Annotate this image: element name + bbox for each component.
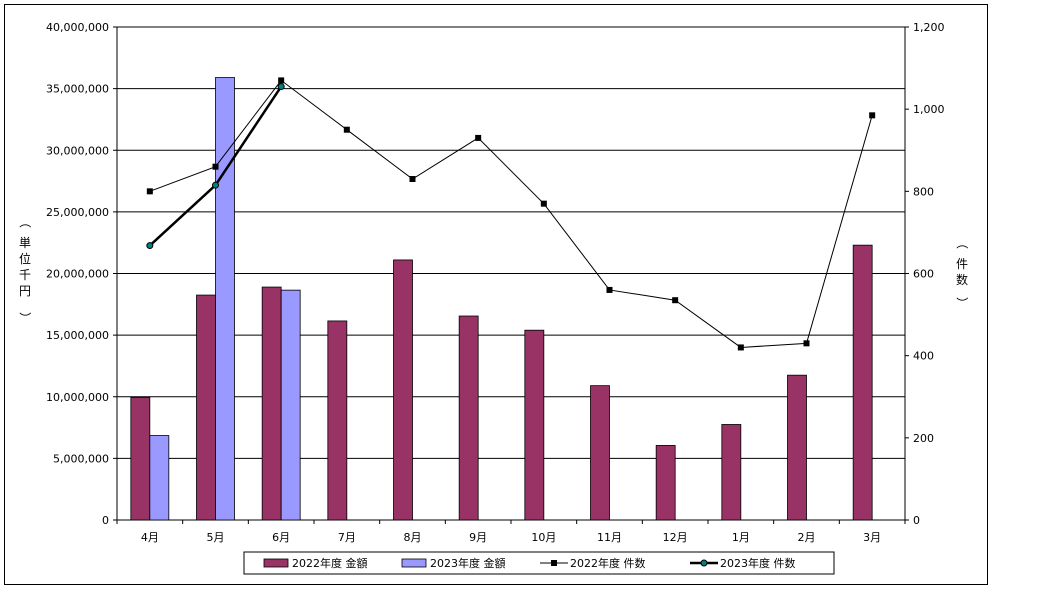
bar bbox=[458, 315, 479, 521]
x-tick-label: 9月 bbox=[469, 531, 487, 544]
y-right-tick-label: 600 bbox=[913, 268, 934, 281]
x-tick-label: 5月 bbox=[207, 531, 225, 544]
x-tick-label: 3月 bbox=[863, 531, 881, 544]
y-left-tick-label: 40,000,000 bbox=[46, 21, 109, 34]
y-left-tick-label: 0 bbox=[102, 514, 109, 527]
y-left-tick-label: 35,000,000 bbox=[46, 83, 109, 96]
y-left-axis-label-char: 千 bbox=[19, 268, 31, 282]
y-left-tick-label: 10,000,000 bbox=[46, 391, 109, 404]
bar bbox=[130, 396, 151, 521]
bar bbox=[524, 329, 545, 521]
y-right-axis-label-char: 件 bbox=[956, 257, 968, 271]
y-right-axis-label-char: 数 bbox=[956, 272, 968, 287]
y-left-axis-paren-close: ） bbox=[18, 312, 32, 324]
x-tick-label: 1月 bbox=[732, 531, 750, 544]
bar bbox=[196, 294, 216, 521]
bar bbox=[149, 435, 170, 521]
y-left-tick-label: 5,000,000 bbox=[53, 452, 109, 465]
point-marker bbox=[672, 297, 679, 304]
x-tick-label: 6月 bbox=[272, 531, 290, 544]
legend-swatch bbox=[401, 558, 427, 568]
y-right-tick-label: 1,200 bbox=[913, 21, 945, 34]
point-marker bbox=[737, 344, 744, 351]
legend-label: 2023年度 金額 bbox=[430, 556, 506, 570]
x-tick-label: 2月 bbox=[798, 531, 816, 544]
legend-box bbox=[243, 551, 835, 575]
y-left-axis-paren-open: （ bbox=[18, 216, 32, 228]
bar bbox=[393, 259, 413, 521]
y-right-tick-label: 200 bbox=[913, 432, 934, 445]
y-right-tick-label: 1,000 bbox=[913, 103, 945, 116]
point-marker bbox=[146, 242, 154, 250]
point-marker bbox=[212, 163, 219, 170]
y-right-tick-label: 800 bbox=[913, 185, 934, 198]
legend-label: 2023年度 件数 bbox=[720, 556, 796, 570]
point-marker bbox=[277, 83, 285, 91]
y-right-axis-paren-open: （ bbox=[955, 237, 969, 249]
legend-label: 2022年度 金額 bbox=[292, 556, 368, 570]
bar bbox=[590, 385, 610, 521]
bar bbox=[261, 286, 282, 521]
point-marker bbox=[869, 112, 876, 119]
y-right-axis-paren-close: ） bbox=[955, 297, 969, 309]
point-marker bbox=[146, 188, 153, 195]
y-left-axis-label-char: 単 bbox=[19, 236, 31, 250]
point-marker bbox=[212, 181, 219, 189]
x-tick-label: 7月 bbox=[338, 531, 356, 544]
x-tick-label: 8月 bbox=[404, 531, 422, 544]
bar bbox=[721, 424, 742, 521]
x-tick-label: 10月 bbox=[531, 531, 556, 544]
bar bbox=[215, 77, 235, 521]
legend-swatch bbox=[263, 558, 289, 568]
y-left-axis-label-char: 位 bbox=[19, 251, 31, 266]
bar bbox=[852, 244, 873, 521]
y-right-tick-label: 0 bbox=[913, 514, 920, 527]
bar bbox=[327, 320, 348, 521]
point-marker bbox=[343, 126, 350, 133]
y-left-axis-label-char: 円 bbox=[19, 284, 31, 298]
x-tick-label: 4月 bbox=[141, 531, 159, 544]
point-marker bbox=[475, 134, 482, 141]
series-line bbox=[149, 79, 873, 348]
bar bbox=[655, 445, 676, 521]
y-left-tick-label: 25,000,000 bbox=[46, 206, 109, 219]
point-marker bbox=[606, 286, 613, 293]
bar bbox=[280, 289, 301, 521]
legend-marker bbox=[700, 559, 708, 567]
point-marker bbox=[540, 200, 547, 207]
legend-label: 2022年度 件数 bbox=[570, 556, 646, 570]
point-marker bbox=[278, 77, 285, 84]
point-marker bbox=[409, 176, 416, 183]
y-left-tick-label: 20,000,000 bbox=[46, 268, 109, 281]
x-tick-label: 11月 bbox=[597, 531, 622, 544]
bar bbox=[787, 374, 807, 521]
y-left-tick-label: 30,000,000 bbox=[46, 144, 109, 157]
y-left-tick-label: 15,000,000 bbox=[46, 329, 109, 342]
legend-marker bbox=[551, 560, 557, 566]
y-right-tick-label: 400 bbox=[913, 350, 934, 363]
x-tick-label: 12月 bbox=[663, 531, 688, 544]
point-marker bbox=[803, 340, 810, 347]
